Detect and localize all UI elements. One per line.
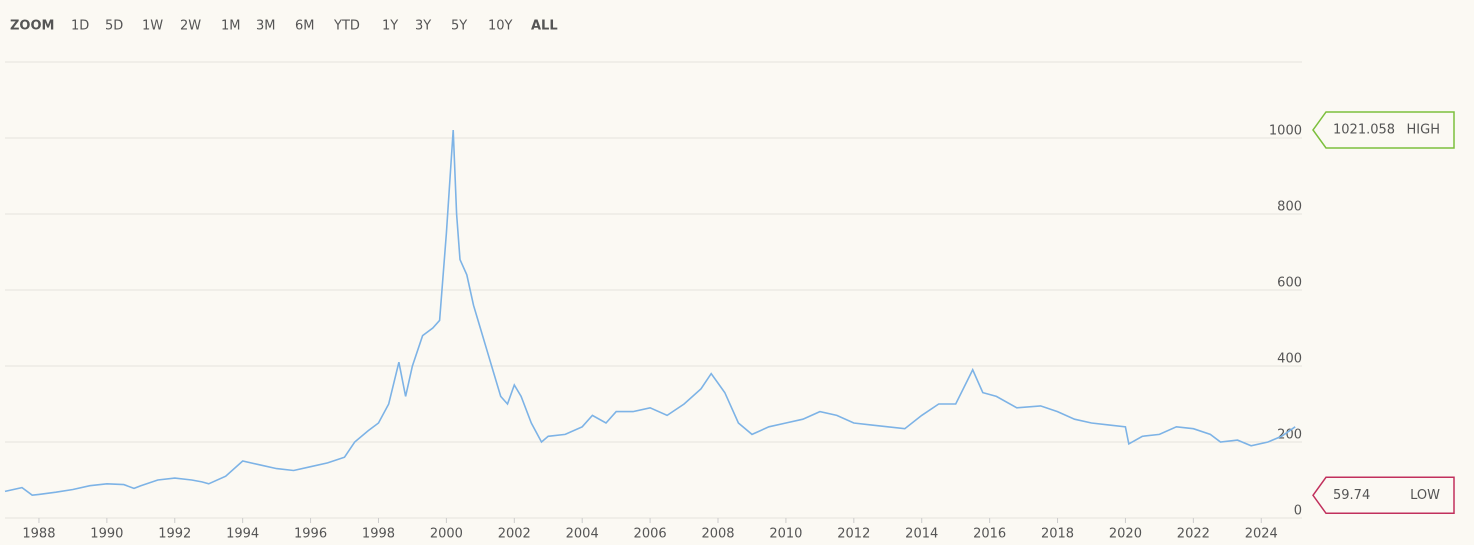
zoom-label: ZOOM bbox=[10, 19, 54, 34]
y-tick-label: 200 bbox=[1277, 428, 1302, 443]
low-label: LOW bbox=[1410, 488, 1440, 503]
high-marker bbox=[1312, 111, 1455, 149]
x-tick-label: 2012 bbox=[837, 527, 870, 542]
high-value: 1021.058 bbox=[1333, 122, 1395, 137]
zoom-button[interactable]: YTD bbox=[333, 19, 360, 34]
x-tick-label: 2014 bbox=[905, 527, 938, 542]
x-tick-label: 2024 bbox=[1245, 527, 1278, 542]
x-tick-label: 1998 bbox=[362, 527, 395, 542]
zoom-button[interactable]: 3M bbox=[256, 19, 276, 34]
x-tick-label: 2006 bbox=[634, 527, 667, 542]
x-tick-label: 1988 bbox=[22, 527, 55, 542]
zoom-button[interactable]: 10Y bbox=[488, 19, 513, 34]
low-marker bbox=[1312, 476, 1455, 515]
x-tick-label: 2010 bbox=[769, 527, 802, 542]
x-tick-label: 2020 bbox=[1109, 527, 1142, 542]
zoom-button[interactable]: 5D bbox=[105, 19, 123, 34]
zoom-button[interactable]: 1Y bbox=[382, 19, 398, 34]
x-tick-label: 2002 bbox=[498, 527, 531, 542]
y-tick-label: 400 bbox=[1277, 352, 1302, 367]
zoom-button[interactable]: 2W bbox=[180, 19, 201, 34]
x-tick-label: 2018 bbox=[1041, 527, 1074, 542]
price-line bbox=[4, 129, 1296, 497]
y-tick-label: 1000 bbox=[1269, 124, 1302, 139]
x-tick-label: 2022 bbox=[1177, 527, 1210, 542]
x-tick-label: 1996 bbox=[294, 527, 327, 542]
zoom-button[interactable]: 1D bbox=[71, 19, 89, 34]
x-tick-label: 1990 bbox=[90, 527, 123, 542]
zoom-button[interactable]: 5Y bbox=[451, 19, 467, 34]
y-tick-label: 0 bbox=[1294, 504, 1302, 519]
zoom-button[interactable]: 6M bbox=[295, 19, 315, 34]
x-tick-label: 2004 bbox=[566, 527, 599, 542]
y-tick-label: 800 bbox=[1277, 200, 1302, 215]
low-value: 59.74 bbox=[1333, 488, 1370, 503]
x-tick-label: 2008 bbox=[701, 527, 734, 542]
zoom-button[interactable]: 1M bbox=[221, 19, 241, 34]
high-label: HIGH bbox=[1407, 122, 1440, 137]
x-tick-label: 2016 bbox=[973, 527, 1006, 542]
zoom-button[interactable]: ALL bbox=[531, 19, 558, 34]
x-tick-label: 2000 bbox=[430, 527, 463, 542]
y-tick-label: 600 bbox=[1277, 276, 1302, 291]
x-tick-label: 1992 bbox=[158, 527, 191, 542]
x-tick-label: 1994 bbox=[226, 527, 259, 542]
zoom-button[interactable]: 3Y bbox=[415, 19, 431, 34]
zoom-button[interactable]: 1W bbox=[142, 19, 163, 34]
